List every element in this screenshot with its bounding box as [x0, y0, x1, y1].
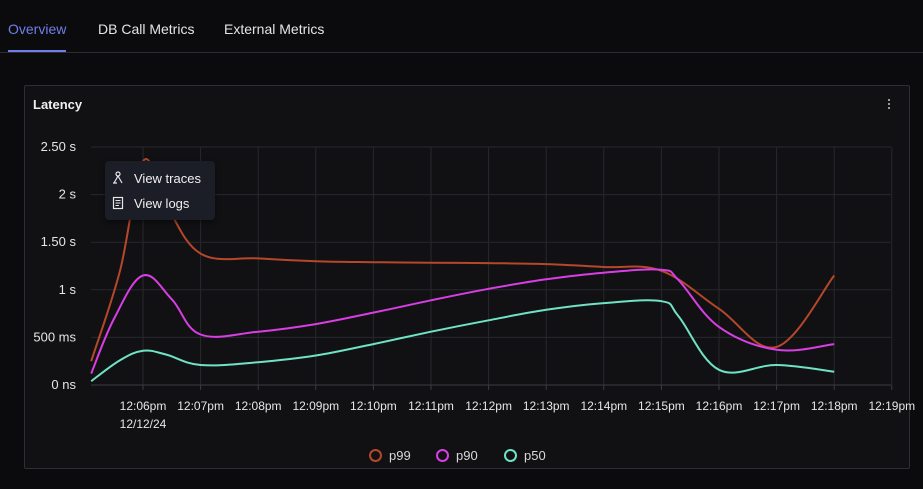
- x-tick-label: 12:16pm: [696, 399, 743, 413]
- series-line-p90: [90, 268, 835, 374]
- view-traces-item[interactable]: View traces: [111, 167, 211, 189]
- x-tick-label: 12:09pm: [292, 399, 339, 413]
- legend-swatch: [436, 449, 449, 462]
- y-tick-label: 1.50 s: [41, 234, 77, 249]
- y-tick-label: 2 s: [59, 187, 77, 202]
- x-tick-label: 12:12pm: [465, 399, 512, 413]
- legend-label: p50: [524, 448, 546, 463]
- y-tick-label: 500 ms: [33, 329, 76, 344]
- tab-bar: Overview DB Call Metrics External Metric…: [0, 0, 923, 53]
- x-tick-label: 12:08pm: [235, 399, 282, 413]
- legend-item-p90[interactable]: p90: [436, 448, 478, 463]
- chart-grid: [91, 146, 893, 390]
- x-tick-label: 12:07pm: [177, 399, 224, 413]
- legend-swatch: [369, 449, 382, 462]
- tab-overview[interactable]: Overview: [8, 21, 67, 37]
- view-logs-label: View logs: [134, 195, 190, 211]
- legend-item-p99[interactable]: p99: [369, 448, 411, 463]
- x-tick-label: 12:18pm: [811, 399, 858, 413]
- logs-icon: [112, 196, 124, 210]
- chart-context-menu: View traces View logs: [105, 161, 215, 220]
- y-tick-label: 0 ns: [51, 377, 76, 392]
- legend-item-p50[interactable]: p50: [504, 448, 546, 463]
- series-line-p50: [90, 299, 835, 383]
- x-tick-label: 12:19pm: [868, 399, 915, 413]
- legend-label: p99: [389, 448, 411, 463]
- x-tick-label: 12:14pm: [580, 399, 627, 413]
- x-axis-labels: 12:06pm 12:07pm 12:08pm 12:09pm 12:10pm 12:11…: [120, 399, 916, 431]
- latency-panel: Latency: [24, 85, 910, 469]
- y-axis-labels: 2.50 s 2 s 1.50 s 1 s 500 ms 0 ns: [33, 139, 76, 392]
- traces-icon: [113, 171, 123, 184]
- x-tick-label: 12:11pm: [408, 399, 454, 413]
- kebab-menu-icon[interactable]: [884, 95, 894, 113]
- tab-external-metrics[interactable]: External Metrics: [224, 21, 325, 37]
- x-tick-label: 12:10pm: [350, 399, 397, 413]
- y-tick-label: 1 s: [59, 282, 77, 297]
- view-logs-item[interactable]: View logs: [111, 192, 211, 214]
- chart-series: [90, 158, 835, 383]
- chart-legend: p99 p90 p50: [0, 448, 923, 464]
- tab-db-call-metrics[interactable]: DB Call Metrics: [98, 21, 195, 37]
- x-tick-label: 12:13pm: [523, 399, 570, 413]
- legend-swatch: [504, 449, 517, 462]
- panel-title: Latency: [33, 97, 83, 112]
- x-date-label: 12/12/24: [120, 417, 167, 431]
- active-tab-indicator: [8, 50, 66, 52]
- x-tick-label: 12:06pm: [120, 399, 167, 413]
- x-tick-label: 12:15pm: [638, 399, 685, 413]
- legend-label: p90: [456, 448, 478, 463]
- series-line-p99: [90, 158, 835, 362]
- y-tick-label: 2.50 s: [41, 139, 77, 154]
- x-tick-label: 12:17pm: [753, 399, 800, 413]
- view-traces-label: View traces: [134, 170, 201, 186]
